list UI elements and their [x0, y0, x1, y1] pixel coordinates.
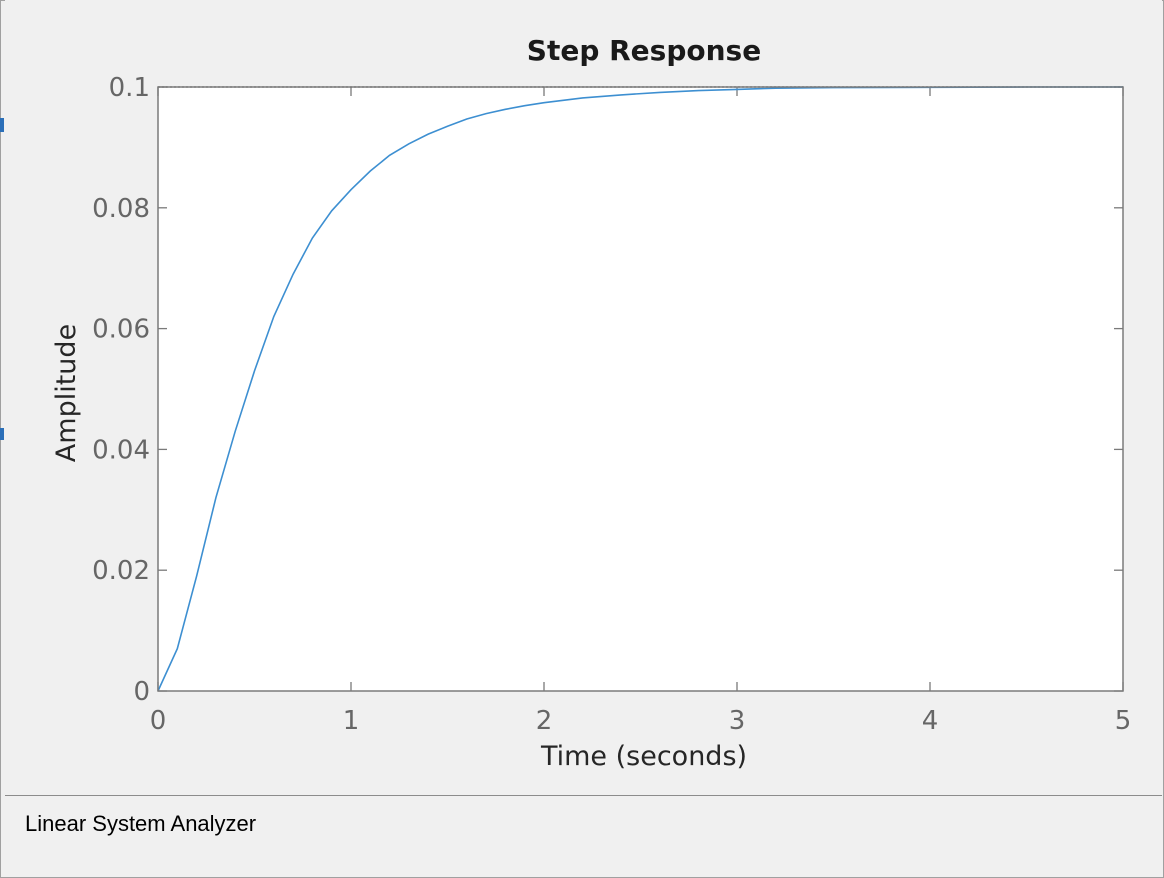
step-response-plot[interactable]: 0 1 2 3 4 5 0 0.02 0.04 0.06 0.08 0.1 Step Response…	[5, 0, 1162, 795]
x-tick-label: 1	[343, 706, 360, 736]
y-tick-label: 0.06	[92, 315, 150, 345]
y-axis-label: Amplitude	[51, 324, 82, 462]
x-tick-label: 0	[150, 706, 167, 736]
axes-border	[157, 86, 1124, 692]
figure-area: 0 1 2 3 4 5 0 0.02 0.04 0.06 0.08 0.1 Step Response…	[5, 0, 1162, 795]
series-line-step-response[interactable]	[157, 86, 1123, 692]
status-bar: Linear System Analyzer	[5, 795, 1162, 877]
y-tick-label: 0.08	[92, 194, 150, 224]
left-edge-highlight	[0, 118, 4, 132]
left-edge-highlight	[0, 428, 4, 440]
tick-labels-layer: 0 1 2 3 4 5 0 0.02 0.04 0.06 0.08 0.1	[92, 73, 1131, 736]
x-tick-label: 5	[1115, 706, 1132, 736]
y-tick-label: 0	[133, 677, 150, 707]
y-tick-label: 0.04	[92, 435, 150, 465]
x-axis-label: Time (seconds)	[540, 741, 747, 772]
axes-background[interactable]	[158, 87, 1123, 691]
chart-title: Step Response	[527, 34, 761, 67]
y-tick-label: 0.1	[109, 73, 150, 103]
y-tick-label: 0.02	[92, 556, 150, 586]
x-tick-label: 4	[922, 706, 939, 736]
status-text: Linear System Analyzer	[25, 811, 257, 836]
x-tick-label: 2	[536, 706, 553, 736]
x-tick-label: 3	[729, 706, 746, 736]
